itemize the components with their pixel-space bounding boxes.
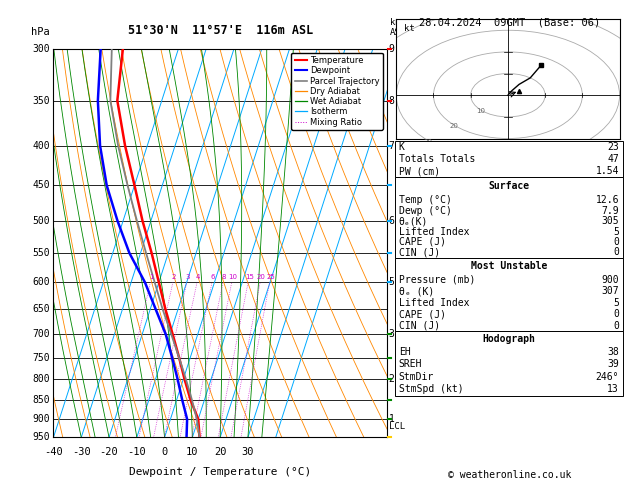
Text: 600: 600: [33, 278, 50, 287]
Text: 10: 10: [186, 447, 199, 457]
Text: 800: 800: [33, 374, 50, 384]
Text: StmDir: StmDir: [399, 372, 434, 382]
Text: 850: 850: [33, 395, 50, 405]
Text: Lifted Index: Lifted Index: [399, 226, 469, 237]
Text: 2: 2: [172, 274, 176, 280]
Text: 305: 305: [601, 216, 619, 226]
Text: 1: 1: [150, 274, 154, 280]
Text: 3: 3: [186, 274, 191, 280]
Text: CIN (J): CIN (J): [399, 247, 440, 258]
Text: Dewpoint / Temperature (°C): Dewpoint / Temperature (°C): [129, 467, 311, 477]
Text: -40: -40: [44, 447, 63, 457]
Text: 30: 30: [423, 139, 432, 145]
Text: 9: 9: [389, 44, 394, 53]
Text: 400: 400: [33, 140, 50, 151]
Text: θₑ (K): θₑ (K): [399, 286, 434, 296]
Text: Most Unstable: Most Unstable: [470, 260, 547, 271]
Text: CAPE (J): CAPE (J): [399, 309, 446, 319]
Text: 0: 0: [613, 247, 619, 258]
Text: 20: 20: [257, 274, 265, 280]
Text: 900: 900: [33, 414, 50, 424]
Text: 300: 300: [33, 44, 50, 53]
Text: 23: 23: [607, 142, 619, 152]
Text: LCL: LCL: [389, 422, 404, 431]
Text: 25: 25: [266, 274, 275, 280]
Text: -30: -30: [72, 447, 91, 457]
Text: 8: 8: [389, 96, 394, 105]
Text: PW (cm): PW (cm): [399, 166, 440, 176]
Text: -20: -20: [99, 447, 118, 457]
Text: Surface: Surface: [488, 181, 530, 191]
Text: θₑ(K): θₑ(K): [399, 216, 428, 226]
Text: 4: 4: [196, 274, 201, 280]
Text: 0: 0: [613, 309, 619, 319]
Text: -10: -10: [128, 447, 146, 457]
Text: 30: 30: [242, 447, 254, 457]
Text: Hodograph: Hodograph: [482, 333, 535, 344]
Text: 5: 5: [613, 297, 619, 308]
Text: StmSpd (kt): StmSpd (kt): [399, 384, 464, 394]
Text: 6: 6: [389, 216, 394, 226]
Text: 39: 39: [607, 359, 619, 369]
Text: 8: 8: [222, 274, 226, 280]
Text: 47: 47: [607, 154, 619, 164]
Text: 1: 1: [389, 414, 394, 424]
Text: Mixing Ratio (g/kg): Mixing Ratio (g/kg): [413, 192, 421, 294]
Text: 0: 0: [613, 321, 619, 330]
Text: 13: 13: [607, 384, 619, 394]
Text: 550: 550: [33, 248, 50, 258]
Text: 38: 38: [607, 347, 619, 357]
Text: 5: 5: [613, 226, 619, 237]
Text: 20: 20: [214, 447, 226, 457]
Text: 20: 20: [450, 123, 459, 129]
Text: 650: 650: [33, 304, 50, 314]
Text: kt: kt: [404, 24, 415, 33]
Text: K: K: [399, 142, 404, 152]
Text: 700: 700: [33, 330, 50, 339]
Text: hPa: hPa: [31, 27, 50, 37]
Text: 15: 15: [245, 274, 253, 280]
Text: © weatheronline.co.uk: © weatheronline.co.uk: [448, 470, 571, 480]
Text: CAPE (J): CAPE (J): [399, 237, 446, 247]
Text: 7: 7: [389, 140, 394, 151]
Text: 450: 450: [33, 180, 50, 191]
Text: 307: 307: [601, 286, 619, 296]
Text: 3: 3: [389, 330, 394, 339]
Text: SREH: SREH: [399, 359, 422, 369]
Text: 7.9: 7.9: [601, 206, 619, 216]
Text: 28.04.2024  09GMT  (Base: 06): 28.04.2024 09GMT (Base: 06): [419, 17, 600, 27]
Text: Pressure (mb): Pressure (mb): [399, 275, 475, 285]
Text: Totals Totals: Totals Totals: [399, 154, 475, 164]
Text: 950: 950: [33, 433, 50, 442]
Text: 10: 10: [477, 108, 486, 114]
Text: 500: 500: [33, 216, 50, 226]
Text: 0: 0: [613, 237, 619, 247]
Text: km
ASL: km ASL: [390, 18, 406, 37]
Text: 2: 2: [389, 374, 394, 384]
Text: 5: 5: [389, 278, 394, 287]
Text: EH: EH: [399, 347, 411, 357]
Text: 6: 6: [211, 274, 215, 280]
Text: 1.54: 1.54: [596, 166, 619, 176]
Text: 900: 900: [601, 275, 619, 285]
Text: 0: 0: [162, 447, 168, 457]
Text: CIN (J): CIN (J): [399, 321, 440, 330]
Text: Lifted Index: Lifted Index: [399, 297, 469, 308]
Text: 750: 750: [33, 353, 50, 363]
Text: 10: 10: [228, 274, 237, 280]
Text: 51°30'N  11°57'E  116m ASL: 51°30'N 11°57'E 116m ASL: [128, 24, 313, 37]
Text: 246°: 246°: [596, 372, 619, 382]
Text: 350: 350: [33, 96, 50, 105]
Text: Temp (°C): Temp (°C): [399, 195, 452, 205]
Text: 12.6: 12.6: [596, 195, 619, 205]
Legend: Temperature, Dewpoint, Parcel Trajectory, Dry Adiabat, Wet Adiabat, Isotherm, Mi: Temperature, Dewpoint, Parcel Trajectory…: [291, 53, 382, 130]
Text: Dewp (°C): Dewp (°C): [399, 206, 452, 216]
